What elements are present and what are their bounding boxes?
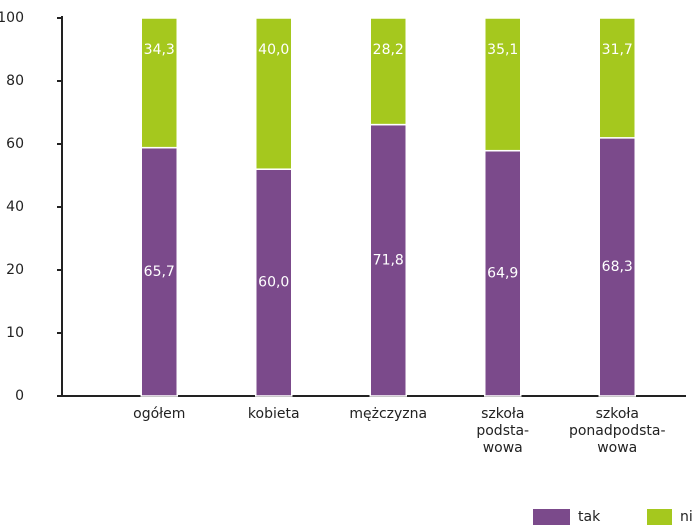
- data-label: 28,2: [373, 42, 404, 58]
- bar-segment: [598, 17, 636, 139]
- x-tick-label: szkoła podsta-wowa: [476, 406, 529, 456]
- data-label: 35,1: [487, 42, 518, 58]
- data-label: 68,3: [602, 259, 633, 275]
- y-tick-label: 0: [15, 388, 24, 404]
- bar-segment: [255, 17, 293, 170]
- x-tick-label: ogółem: [133, 406, 185, 422]
- bar-segment: [369, 17, 407, 126]
- x-tick-line: podsta-: [476, 423, 529, 439]
- data-label: 34,3: [144, 42, 175, 58]
- x-tick-label: szkoła ponadpodsta-wowa: [569, 406, 666, 456]
- legend-swatch: [647, 509, 672, 525]
- x-tick-line: ponadpodsta-: [569, 423, 666, 439]
- legend-label: ni: [680, 509, 693, 525]
- legend-label: tak: [578, 509, 601, 525]
- x-tick-line: ogółem: [133, 406, 185, 422]
- x-tick-line: wowa: [483, 440, 523, 456]
- y-tick-label: 20: [6, 262, 24, 278]
- data-label: 31,7: [602, 42, 633, 58]
- data-label: 60,0: [258, 275, 289, 291]
- data-label: 71,8: [373, 252, 404, 268]
- bar-segment: [140, 17, 178, 149]
- data-label: 65,7: [144, 264, 175, 280]
- x-tick-line: wowa: [597, 440, 637, 456]
- x-tick-label: mężczyzna: [349, 406, 427, 422]
- bar-segment: [484, 17, 522, 152]
- y-tick-label: 10: [6, 325, 24, 341]
- x-tick-line: kobieta: [248, 406, 300, 422]
- x-tick-line: szkoła: [596, 406, 639, 422]
- y-tick-label: 60: [6, 136, 24, 152]
- data-label: 40,0: [258, 42, 289, 58]
- x-tick-label: kobieta: [248, 406, 300, 422]
- data-label: 64,9: [487, 265, 518, 281]
- bar-segment: [255, 168, 293, 397]
- bar-segment: [484, 149, 522, 397]
- x-tick-line: szkoła: [481, 406, 524, 422]
- legend-swatch: [533, 509, 570, 525]
- y-tick-label: 80: [6, 73, 24, 89]
- x-tick-line: mężczyzna: [349, 406, 427, 422]
- y-tick-label: 100: [0, 10, 24, 26]
- y-tick-label: 40: [6, 199, 24, 215]
